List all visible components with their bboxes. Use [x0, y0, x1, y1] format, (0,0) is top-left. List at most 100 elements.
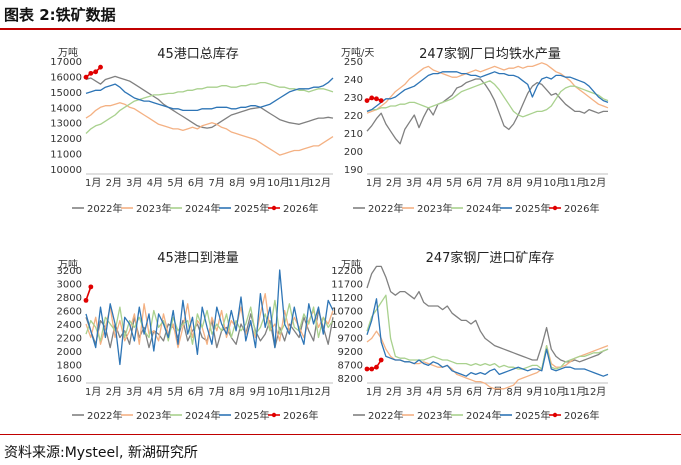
y-tick-label: 250 [344, 57, 363, 68]
y-tick-label: 10700 [331, 307, 363, 318]
chart-title: 45港口到港量 [157, 251, 239, 266]
x-tick-label: 12月 [308, 177, 331, 189]
legend-label: 2022年 [87, 202, 122, 215]
y-unit-label: 万吨 [58, 46, 78, 59]
series-point-2026年 [369, 95, 375, 101]
series-line-2024年 [85, 81, 334, 134]
y-tick-label: 14000 [50, 103, 82, 114]
legend-label: 2023年 [417, 202, 452, 215]
series-line-2025年 [366, 71, 609, 113]
y-tick-label: 9200 [338, 347, 363, 358]
chart-title: 247家钢厂日均铁水产量 [419, 46, 561, 62]
y-tick-label: 220 [344, 111, 363, 122]
legend-label: 2023年 [136, 409, 171, 422]
x-tick-label: 9月 [527, 177, 543, 189]
x-tick-label: 12月 [584, 177, 607, 189]
series-point-2026年 [378, 98, 384, 103]
y-tick-label: 11200 [331, 293, 363, 304]
legend-swatch-point [552, 412, 558, 418]
y-tick-label: 8700 [338, 361, 363, 372]
y-tick-label: 2600 [57, 307, 82, 318]
x-tick-label: 11月 [563, 386, 586, 398]
y-tick-label: 1600 [57, 374, 82, 385]
legend-label: 2024年 [466, 409, 501, 422]
x-tick-label: 8月 [506, 177, 522, 189]
y-unit-label: 万吨 [341, 258, 361, 271]
x-tick-label: 9月 [250, 177, 266, 189]
y-tick-label: 2400 [57, 320, 82, 331]
y-tick-label: 190 [344, 165, 363, 176]
y-tick-label: 15000 [50, 88, 82, 99]
figure-title: 图表 2:铁矿数据 [4, 6, 116, 24]
y-tick-label: 2800 [57, 293, 82, 304]
legend-label: 2023年 [136, 202, 171, 215]
y-tick-label: 210 [344, 129, 363, 140]
x-tick-label: 11月 [563, 177, 586, 189]
y-tick-label: 230 [344, 93, 363, 104]
series-point-2026年 [374, 96, 379, 102]
footer-divider [0, 434, 681, 435]
series-point-2026年 [83, 297, 89, 303]
x-tick-label: 9月 [527, 386, 543, 398]
series-line-2022年 [366, 265, 609, 363]
x-tick-label: 10月 [267, 177, 290, 189]
legend-swatch-point [552, 205, 558, 211]
series-point-2026年 [374, 364, 379, 370]
y-tick-label: 10200 [331, 320, 363, 331]
series-line-2022年 [366, 78, 608, 145]
series-line-2025年 [366, 298, 609, 377]
x-tick-label: 6月 [466, 177, 482, 189]
y-tick-label: 2200 [57, 334, 82, 345]
y-tick-label: 13000 [50, 119, 82, 130]
series-point-2026年 [98, 64, 103, 70]
x-tick-label: 2月 [106, 386, 122, 398]
y-tick-label: 200 [344, 147, 363, 158]
series-point-2026年 [369, 366, 375, 372]
chart-title: 247家钢厂进口矿库存 [426, 250, 555, 266]
legend-label: 2025年 [234, 409, 269, 422]
y-tick-label: 17000 [50, 57, 82, 68]
x-tick-label: 8月 [229, 177, 245, 189]
x-tick-label: 5月 [446, 177, 462, 189]
x-tick-label: 1月 [85, 177, 101, 189]
x-tick-label: 10月 [543, 177, 566, 189]
x-tick-label: 5月 [167, 177, 183, 189]
x-tick-label: 9月 [250, 386, 266, 398]
series-point-2026年 [88, 284, 94, 290]
x-tick-label: 3月 [406, 177, 422, 189]
y-tick-label: 11000 [50, 150, 82, 161]
chart-title: 45港口总库存 [157, 46, 239, 62]
x-tick-label: 10月 [267, 386, 290, 398]
x-tick-label: 5月 [446, 386, 462, 398]
series-point-2026年 [364, 366, 370, 372]
page-header: 图表 2:铁矿数据 [0, 0, 681, 30]
legend-label: 2023年 [417, 409, 452, 422]
y-tick-label: 9700 [338, 334, 363, 345]
x-tick-label: 7月 [486, 386, 502, 398]
x-tick-label: 11月 [288, 177, 311, 189]
y-tick-label: 16000 [50, 72, 82, 83]
x-tick-label: 3月 [126, 386, 142, 398]
y-tick-label: 11700 [331, 280, 363, 291]
x-tick-label: 6月 [466, 386, 482, 398]
x-tick-label: 10月 [543, 386, 566, 398]
x-tick-label: 4月 [147, 386, 163, 398]
legend-label: 2025年 [515, 202, 550, 215]
series-point-2026年 [88, 70, 94, 76]
series-line-2024年 [366, 294, 609, 370]
legend-label: 2026年 [283, 409, 318, 422]
y-unit-label: 万吨/天 [341, 46, 374, 59]
x-tick-label: 2月 [106, 177, 122, 189]
header-divider [0, 28, 681, 30]
x-tick-label: 8月 [229, 386, 245, 398]
x-tick-label: 8月 [506, 386, 522, 398]
y-tick-label: 12000 [50, 134, 82, 145]
series-line-2024年 [85, 299, 334, 345]
x-tick-label: 12月 [308, 386, 331, 398]
series-line-2024年 [366, 80, 609, 118]
legend-label: 2022年 [368, 409, 403, 422]
y-tick-label: 1800 [57, 361, 82, 372]
series-point-2026年 [83, 74, 89, 80]
legend-label: 2022年 [368, 202, 403, 215]
